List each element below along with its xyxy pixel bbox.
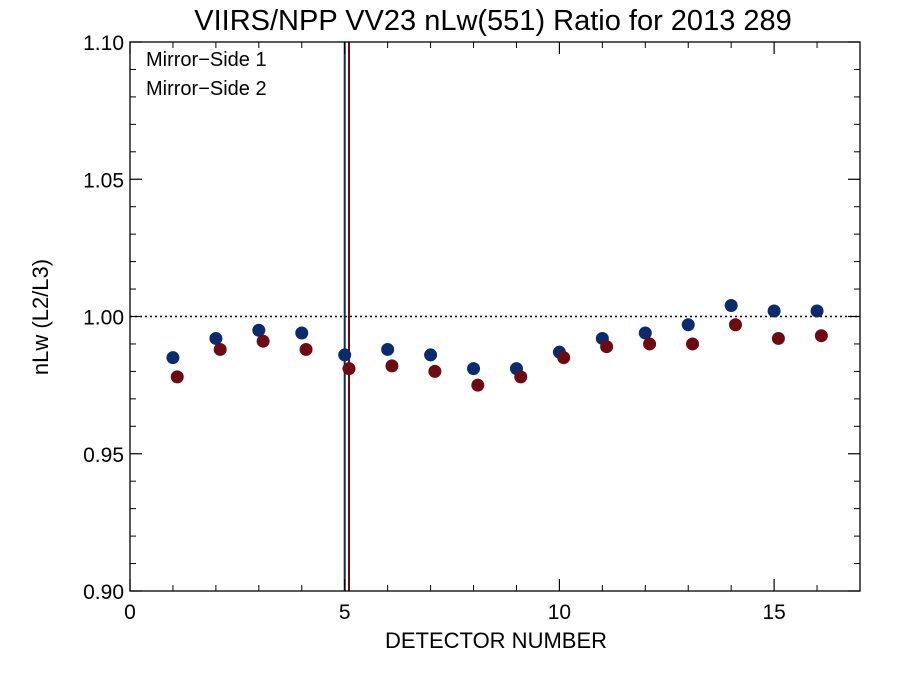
data-point-series-1 [424, 348, 438, 362]
data-point-series-1 [209, 331, 223, 345]
data-point-series-1 [252, 323, 266, 337]
data-point-series-2 [213, 342, 227, 356]
data-point-series-2 [814, 329, 828, 343]
x-tick-label: 0 [124, 601, 136, 624]
axis-tick-labels: 0 5 10 15 0.90 0.95 1.00 1.05 1.10 [83, 32, 786, 624]
chart-title: VIIRS/NPP VV23 nLw(551) Ratio for 2013 2… [194, 5, 792, 37]
data-point-series-1 [767, 304, 781, 318]
data-point-series-2 [771, 331, 785, 345]
data-point-series-1 [467, 362, 481, 376]
y-tick-label: 1.10 [83, 32, 124, 55]
data-point-series-1 [166, 351, 180, 365]
data-point-series-1 [681, 318, 695, 332]
data-point-series-2 [342, 362, 356, 376]
legend-entry-mirror-side-1: Mirror−Side 1 [146, 49, 267, 71]
plot-area: 0 5 10 15 0.90 0.95 1.00 1.05 1.10 [83, 32, 861, 624]
y-tick-label: 0.95 [83, 444, 124, 467]
y-tick-label: 1.00 [83, 307, 124, 330]
data-point-series-2 [299, 342, 313, 356]
data-points [166, 299, 828, 392]
legend-entry-mirror-side-2: Mirror−Side 2 [146, 78, 267, 100]
data-point-series-2 [256, 334, 270, 348]
data-point-series-2 [514, 370, 528, 384]
data-point-series-1 [381, 342, 395, 356]
y-axis-title: nLw (L2/L3) [28, 259, 53, 375]
y-tick-label: 1.05 [83, 169, 124, 192]
data-point-series-2 [428, 364, 442, 378]
data-point-series-2 [471, 378, 485, 392]
data-point-series-2 [385, 359, 399, 373]
data-point-series-2 [643, 337, 657, 351]
x-axis-title: DETECTOR NUMBER [385, 628, 607, 653]
data-point-series-1 [295, 326, 309, 340]
data-point-series-1 [338, 348, 352, 362]
data-point-series-1 [638, 326, 652, 340]
data-point-series-2 [600, 340, 614, 354]
data-point-series-2 [728, 318, 742, 332]
data-point-series-2 [686, 337, 700, 351]
data-point-series-2 [557, 351, 571, 365]
data-point-series-1 [724, 299, 738, 313]
legend: Mirror−Side 1 Mirror−Side 2 [146, 49, 267, 100]
axis-ticks [129, 41, 860, 592]
data-point-series-2 [170, 370, 184, 384]
x-tick-label: 15 [762, 601, 785, 624]
mirror-side-vertical-lines [343, 42, 350, 591]
x-tick-label: 10 [548, 601, 571, 624]
y-tick-label: 0.90 [83, 581, 124, 604]
data-point-series-1 [810, 304, 824, 318]
x-tick-label: 5 [339, 601, 351, 624]
